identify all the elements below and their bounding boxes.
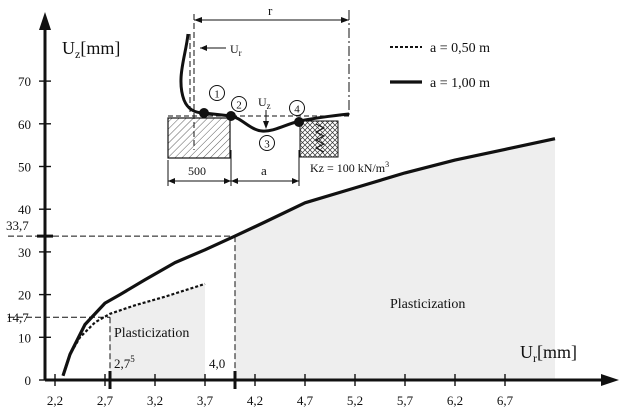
legend-label-2: a = 1,00 m xyxy=(430,76,490,91)
x-tick-label-4: 4,2 xyxy=(247,393,263,408)
dim-500-arrow-l xyxy=(168,178,175,184)
x-tick-label-2: 3,2 xyxy=(147,393,163,408)
dim-500-arrow-r xyxy=(224,178,231,184)
y-ticks: 0 10 20 30 40 50 60 70 xyxy=(18,74,51,388)
svg-text:2: 2 xyxy=(236,100,242,112)
y-mark-label-14-7: 14,7 xyxy=(6,310,29,325)
r-arrow-left xyxy=(194,17,202,23)
x-tick-label-7: 5,7 xyxy=(397,393,414,408)
x-tick-label-6: 5,2 xyxy=(347,393,363,408)
uz-arrow-head xyxy=(263,121,269,129)
x-ticks: 2,2 2,7 3,2 3,7 4,2 4,7 5,2 5,7 6,2 6,7 xyxy=(47,374,514,408)
y-axis-arrow xyxy=(39,12,51,30)
y-tick-label-7: 70 xyxy=(18,74,31,89)
x-tick-label-5: 4,7 xyxy=(297,393,314,408)
region-label-1: Plasticization xyxy=(114,326,189,341)
r-label: r xyxy=(268,3,273,18)
x-axis-label: Ur[mm] xyxy=(520,342,577,365)
ur-label: Ur xyxy=(230,42,242,58)
r-arrow-right xyxy=(341,17,349,23)
dim-a-label: a xyxy=(261,163,267,178)
y-axis-label-main: U xyxy=(62,38,75,58)
series-line-2 xyxy=(61,137,556,377)
x-tick-label-8: 6,2 xyxy=(447,393,463,408)
node-2 xyxy=(226,111,236,121)
marker-3: 3 xyxy=(259,135,275,151)
region-label-2: Plasticization xyxy=(390,297,465,312)
series-line-1 xyxy=(61,282,206,377)
dim-a-arrow-l xyxy=(231,178,238,184)
uz-label: Uz xyxy=(258,95,271,111)
y-tick-label-4: 40 xyxy=(18,202,31,217)
legend-label-1: a = 0,50 m xyxy=(430,41,490,56)
y-tick-label-1: 10 xyxy=(18,330,31,345)
svg-text:1: 1 xyxy=(214,89,220,101)
x-tick-label-9: 6,7 xyxy=(497,393,514,408)
marker-2: 2 xyxy=(231,96,247,112)
kz-label: Kz = 100 kN/m3 xyxy=(310,160,389,175)
svg-text:4: 4 xyxy=(294,104,300,116)
y-axis-label-sub: z xyxy=(75,47,80,61)
inset-schematic: r Ur Uz 1 2 xyxy=(167,3,389,186)
plasticization-region-1 xyxy=(110,283,205,380)
y-mark-label-33-7: 33,7 xyxy=(6,218,29,233)
ur-arrow-head xyxy=(200,45,207,51)
x-tick-label-3: 3,7 xyxy=(197,393,214,408)
plasticization-region-2 xyxy=(235,138,555,380)
y-tick-label-5: 50 xyxy=(18,160,31,175)
dim-a-arrow-r xyxy=(292,178,299,184)
x-mark-label-2-7: 2,75 xyxy=(114,354,135,371)
region-labels: Plasticization Plasticization xyxy=(114,297,465,341)
node-4 xyxy=(294,117,304,127)
y-tick-label-6: 60 xyxy=(18,117,31,132)
legend: a = 0,50 m a = 1,00 m xyxy=(390,41,490,91)
x-mark-label-4-0: 4,0 xyxy=(209,356,225,371)
y-tick-label-3: 30 xyxy=(18,245,31,260)
spring-zigzag xyxy=(314,123,326,153)
y-tick-label-2: 20 xyxy=(18,288,31,303)
footing-block xyxy=(167,117,231,159)
marker-1: 1 xyxy=(209,85,225,101)
node-1 xyxy=(199,108,209,118)
x-axis-arrow xyxy=(601,374,619,386)
x-tick-label-1: 2,7 xyxy=(97,393,114,408)
svg-text:3: 3 xyxy=(264,139,270,151)
y-tick-label-0: 0 xyxy=(25,373,32,388)
series-lines xyxy=(61,137,556,377)
y-axis-label: Uz[mm] xyxy=(62,38,120,61)
marker-4: 4 xyxy=(289,100,305,116)
special-marks: 14,7 33,7 2,75 4,0 xyxy=(6,218,237,389)
x-tick-label-0: 2,2 xyxy=(47,393,63,408)
plasticization-regions xyxy=(110,138,555,380)
dim-500-label: 500 xyxy=(188,164,206,178)
